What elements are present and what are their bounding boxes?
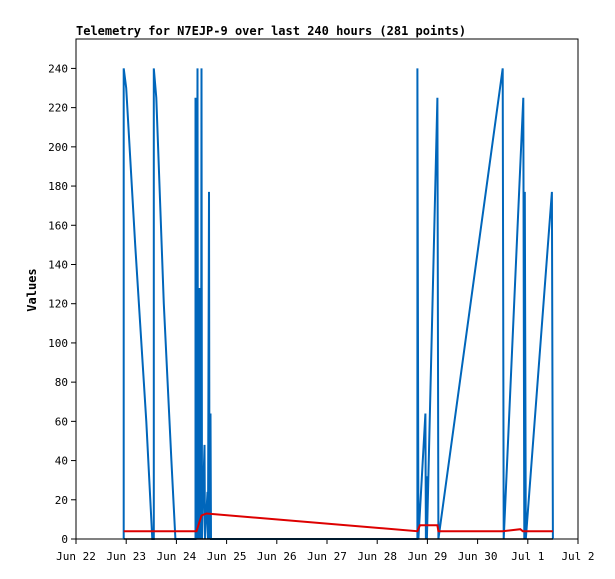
y-tick-label: 240 bbox=[48, 62, 68, 75]
x-tick-label: Jun 24 bbox=[157, 550, 197, 563]
chart-title: Telemetry for N7EJP-9 over last 240 hour… bbox=[76, 24, 466, 38]
y-axis-label: Values bbox=[25, 268, 39, 311]
y-tick-label: 0 bbox=[61, 533, 68, 546]
y-tick-label: 200 bbox=[48, 141, 68, 154]
series-line-1 bbox=[122, 68, 554, 540]
x-tick-label: Jun 30 bbox=[458, 550, 498, 563]
y-tick-label: 40 bbox=[55, 455, 68, 468]
x-tick-label: Jun 27 bbox=[307, 550, 347, 563]
y-tick-label: 180 bbox=[48, 180, 68, 193]
y-tick-label: 20 bbox=[55, 494, 68, 507]
y-tick-label: 140 bbox=[48, 258, 68, 271]
y-tick-label: 220 bbox=[48, 102, 68, 115]
series-layer bbox=[122, 68, 554, 540]
x-tick-label: Jun 29 bbox=[408, 550, 448, 563]
x-tick-label: Jun 28 bbox=[357, 550, 397, 563]
x-tick-label: Jun 23 bbox=[106, 550, 146, 563]
y-tick-label: 80 bbox=[55, 376, 68, 389]
x-tick-label: Jun 26 bbox=[257, 550, 297, 563]
y-tick-label: 120 bbox=[48, 298, 68, 311]
x-axis-ticks: Jun 22 Jun 23 Jun 24 Jun 25 Jun 26 Jun 27 Jun … bbox=[56, 539, 595, 563]
x-tick-label: Jul 1 bbox=[511, 550, 544, 563]
y-axis-ticks: 0 20 40 60 80 100 120 140 160 180 200 220 240 bbox=[48, 62, 76, 546]
series-line-2 bbox=[123, 512, 553, 533]
y-tick-label: 160 bbox=[48, 219, 68, 232]
y-tick-label: 100 bbox=[48, 337, 68, 350]
x-tick-label: Jun 22 bbox=[56, 550, 96, 563]
y-tick-label: 60 bbox=[55, 415, 68, 428]
x-tick-label: Jul 2 bbox=[561, 550, 594, 563]
x-tick-label: Jun 25 bbox=[207, 550, 247, 563]
